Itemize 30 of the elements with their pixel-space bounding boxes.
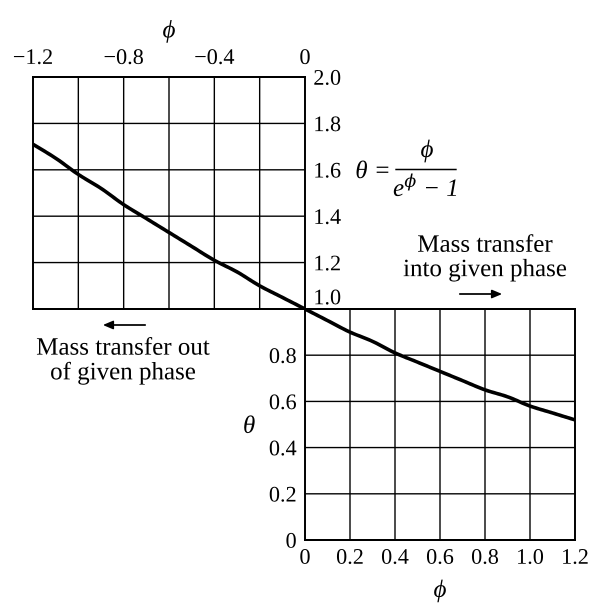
text: Mass transfer out of given phase: [36, 337, 210, 385]
y-tick-label: 1.6: [315, 162, 340, 178]
x-tick-label: 0.4: [382, 548, 409, 564]
y-tick-label: 0.8: [270, 348, 296, 364]
y-tick-label: 0.6: [270, 394, 296, 410]
text: θ =: [356, 160, 388, 178]
y-axis-title: θ: [244, 415, 255, 434]
x-tick-label: 0.2: [336, 548, 363, 564]
x-tick-label: 1.0: [518, 548, 544, 564]
x-axis-title: ϕ: [163, 20, 175, 43]
y-tick-label: 0.4: [270, 440, 296, 456]
text: e$^{ϕ}$ − 1: [394, 174, 456, 196]
y-tick-label: 1.2: [315, 256, 340, 271]
y-tick-label: 0.2: [270, 486, 296, 502]
x-tick-label: −1.2: [14, 49, 52, 64]
x-axis-title: ϕ: [434, 580, 446, 602]
x-tick-label: 0: [300, 49, 310, 64]
text: ϕ: [421, 140, 433, 162]
x-tick-label: 0.6: [426, 548, 454, 564]
y-tick-label: 1.8: [315, 116, 340, 132]
y-tick-label: 2.0: [314, 70, 340, 86]
text: Mass transfer into given phase: [404, 234, 566, 282]
x-tick-label: 0.8: [472, 548, 498, 564]
y-tick-label: 1.0: [315, 289, 340, 305]
y-tick-label: 1.4: [315, 209, 341, 224]
y-tick-label: 0: [286, 532, 296, 548]
x-tick-label: 0: [300, 548, 310, 564]
x-tick-label: 1.2: [563, 549, 588, 564]
x-tick-label: −0.4: [195, 49, 234, 64]
x-tick-label: −0.8: [104, 49, 143, 64]
